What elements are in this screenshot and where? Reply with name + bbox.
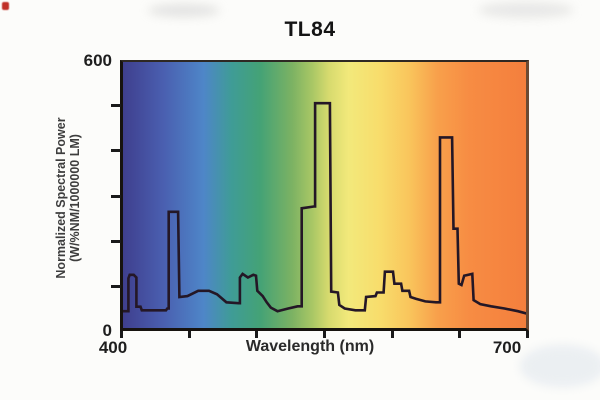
scan-smudge <box>148 4 220 17</box>
x-axis-tick <box>323 331 326 338</box>
x-axis-tick <box>120 331 123 338</box>
spectral-curve-canvas <box>123 101 526 315</box>
x-axis-title: Wavelength (nm) <box>245 338 375 355</box>
x-axis-min-label: 400 <box>98 338 128 357</box>
y-axis-tick <box>111 104 121 108</box>
x-axis-tick <box>526 331 529 338</box>
scan-smudge <box>478 2 574 18</box>
y-axis-title-line1: Normalized Spectral Power <box>54 117 68 279</box>
y-axis-title-line2: (W/%NM/1000000 LM) <box>68 134 82 262</box>
x-axis-tick <box>458 331 462 338</box>
x-axis-tick <box>187 331 191 338</box>
y-axis-tick <box>111 239 121 243</box>
scan-smudge <box>520 345 600 387</box>
y-axis-tick <box>111 194 121 198</box>
y-axis-max-label: 600 <box>83 51 112 70</box>
plot-area <box>120 60 529 331</box>
y-axis-min-label: 0 <box>102 321 112 340</box>
red-artifact-dot <box>2 2 9 10</box>
chart-title: TL84 <box>284 18 336 41</box>
y-axis-tick <box>111 149 121 153</box>
x-axis-tick <box>390 331 394 338</box>
x-axis-max-label: 700 <box>492 338 522 357</box>
x-axis-tick <box>255 331 259 338</box>
y-axis-title: Normalized Spectral Power (W/%NM/1000000… <box>54 58 82 338</box>
spectral-curve <box>123 101 526 315</box>
y-axis-tick <box>111 284 121 288</box>
